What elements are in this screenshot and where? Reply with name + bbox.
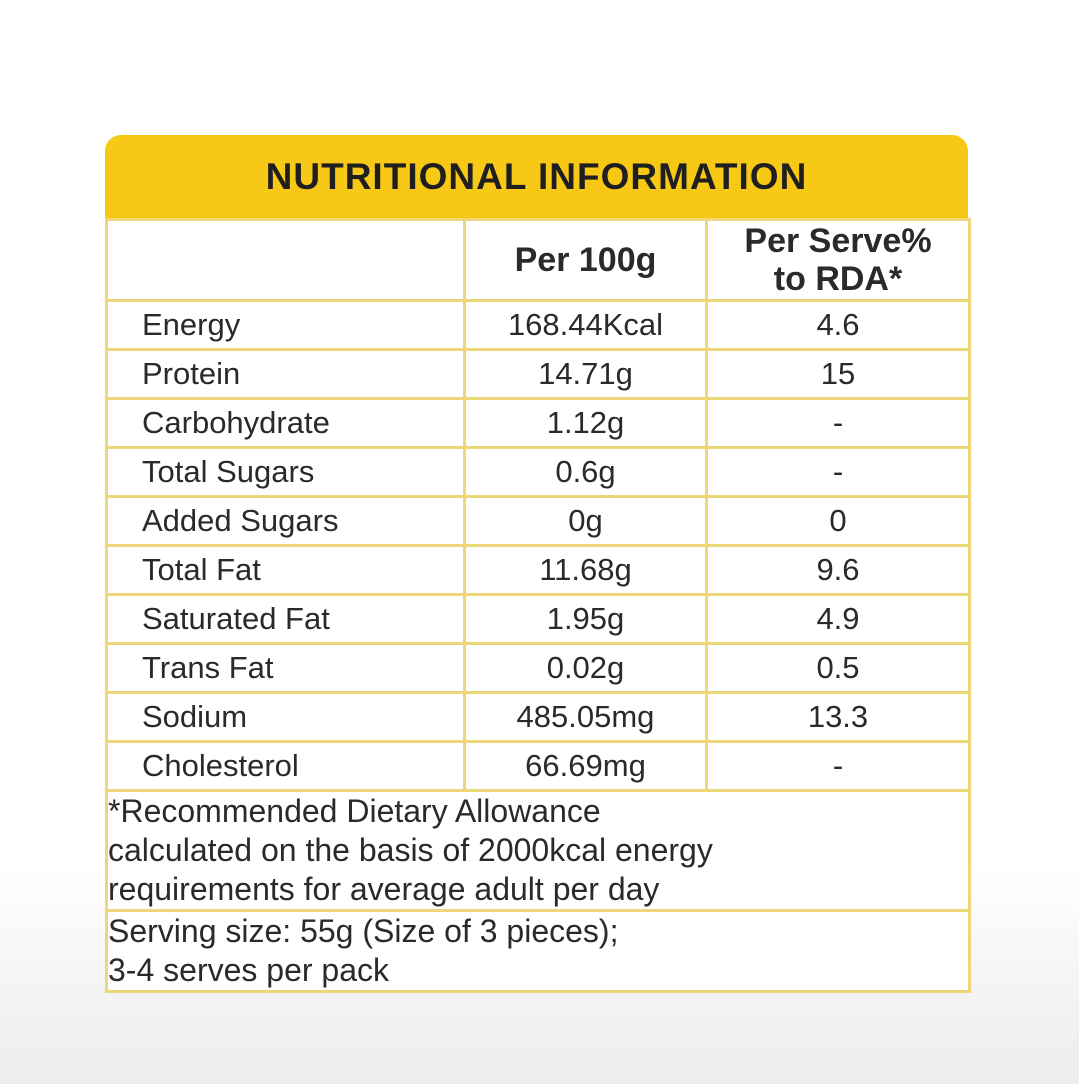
row-per-100g: 0g xyxy=(463,495,708,547)
table-row-total-sugars: Total Sugars 0.6g - xyxy=(105,446,971,498)
header-per-serve-line2: to RDA* xyxy=(773,260,903,298)
row-per-100g: 1.95g xyxy=(463,593,708,645)
row-per-100g: 0.02g xyxy=(463,642,708,694)
rda-footnote-line3: requirements for average adult per day xyxy=(108,871,660,907)
table-row-trans-fat: Trans Fat 0.02g 0.5 xyxy=(105,642,971,694)
rda-footnote: *Recommended Dietary Allowance calculate… xyxy=(105,789,971,912)
row-per-serve-rda: 0 xyxy=(705,495,971,547)
row-label: Protein xyxy=(105,348,466,400)
header-per-serve-line1: Per Serve% xyxy=(744,221,932,260)
serving-info-line2: 3-4 serves per pack xyxy=(108,952,390,988)
table-row-energy: Energy 168.44Kcal 4.6 xyxy=(105,299,971,351)
row-per-serve-rda: 15 xyxy=(705,348,971,400)
row-per-100g: 1.12g xyxy=(463,397,708,449)
row-label: Energy xyxy=(105,299,466,351)
row-per-serve-rda: 4.6 xyxy=(705,299,971,351)
nutrition-label-panel: NUTRITIONAL INFORMATION Per 100g Per Ser… xyxy=(105,135,971,993)
table-row-serving-info: Serving size: 55g (Size of 3 pieces); 3-… xyxy=(105,909,971,993)
row-label: Carbohydrate xyxy=(105,397,466,449)
table-header-row: Per 100g Per Serve% to RDA* xyxy=(105,218,971,302)
table-row-total-fat: Total Fat 11.68g 9.6 xyxy=(105,544,971,596)
row-label: Added Sugars xyxy=(105,495,466,547)
table-row-sodium: Sodium 485.05mg 13.3 xyxy=(105,691,971,743)
row-per-serve-rda: - xyxy=(705,446,971,498)
row-per-100g: 485.05mg xyxy=(463,691,708,743)
row-per-serve-rda: 9.6 xyxy=(705,544,971,596)
header-blank-cell xyxy=(105,218,466,302)
nutrition-title: NUTRITIONAL INFORMATION xyxy=(265,155,808,197)
row-per-100g: 0.6g xyxy=(463,446,708,498)
row-per-serve-rda: - xyxy=(705,397,971,449)
row-label: Sodium xyxy=(105,691,466,743)
rda-footnote-line2: calculated on the basis of 2000kcal ener… xyxy=(108,832,713,868)
row-per-100g: 14.71g xyxy=(463,348,708,400)
table-row-added-sugars: Added Sugars 0g 0 xyxy=(105,495,971,547)
row-label: Trans Fat xyxy=(105,642,466,694)
rda-footnote-line1: *Recommended Dietary Allowance xyxy=(108,793,601,829)
header-per-serve-rda: Per Serve% to RDA* xyxy=(705,218,971,302)
nutrition-table: Per 100g Per Serve% to RDA* Energy 168.4… xyxy=(105,218,971,993)
row-per-100g: 66.69mg xyxy=(463,740,708,792)
table-row-footnote: *Recommended Dietary Allowance calculate… xyxy=(105,789,971,912)
row-per-serve-rda: 0.5 xyxy=(705,642,971,694)
nutrition-title-bar: NUTRITIONAL INFORMATION xyxy=(105,135,968,218)
row-per-100g: 11.68g xyxy=(463,544,708,596)
table-row-carbohydrate: Carbohydrate 1.12g - xyxy=(105,397,971,449)
serving-info: Serving size: 55g (Size of 3 pieces); 3-… xyxy=(105,909,971,993)
serving-info-line1: Serving size: 55g (Size of 3 pieces); xyxy=(108,913,619,949)
table-row-cholesterol: Cholesterol 66.69mg - xyxy=(105,740,971,792)
row-label: Saturated Fat xyxy=(105,593,466,645)
row-per-serve-rda: - xyxy=(705,740,971,792)
row-per-serve-rda: 13.3 xyxy=(705,691,971,743)
table-row-saturated-fat: Saturated Fat 1.95g 4.9 xyxy=(105,593,971,645)
row-per-100g: 168.44Kcal xyxy=(463,299,708,351)
row-label: Total Sugars xyxy=(105,446,466,498)
row-label: Total Fat xyxy=(105,544,466,596)
row-label: Cholesterol xyxy=(105,740,466,792)
row-per-serve-rda: 4.9 xyxy=(705,593,971,645)
header-per-100g: Per 100g xyxy=(463,218,708,302)
table-row-protein: Protein 14.71g 15 xyxy=(105,348,971,400)
